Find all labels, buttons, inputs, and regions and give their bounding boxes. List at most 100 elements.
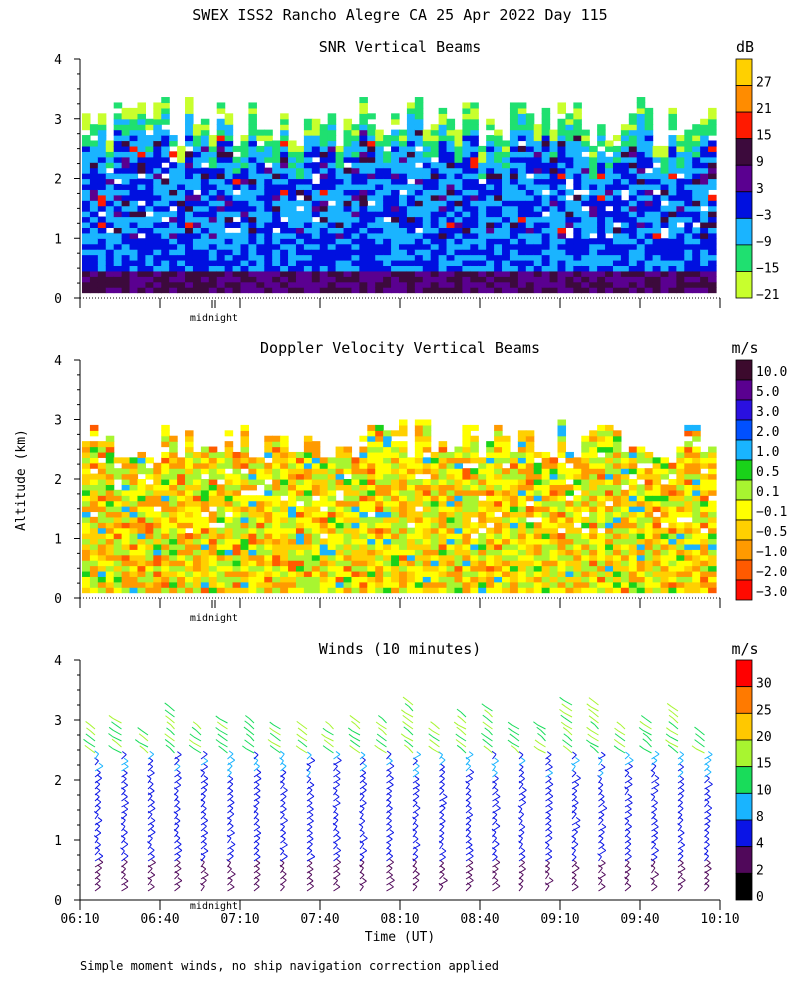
field-cell: [224, 451, 234, 458]
field-cell: [708, 281, 717, 288]
field-cell: [636, 451, 646, 458]
field-cell: [660, 173, 670, 180]
wind-barb-flag: [147, 876, 152, 881]
wind-barb: [195, 729, 202, 736]
field-cell: [200, 500, 210, 507]
field-cell: [470, 243, 479, 250]
snr-colorbar-swatch: [735, 244, 753, 272]
field-cell: [597, 162, 606, 169]
field-cell: [295, 581, 305, 588]
field-cell: [272, 511, 281, 518]
field-cell: [248, 238, 257, 245]
field-cell: [351, 173, 360, 180]
field-cell: [525, 162, 535, 169]
field-cell: [359, 200, 368, 207]
field-cell: [517, 162, 527, 169]
field-cell: [565, 581, 574, 588]
field-cell: [628, 265, 638, 272]
field-cell: [137, 238, 146, 245]
field-cell: [89, 200, 99, 207]
field-cell: [541, 484, 551, 491]
field-cell: [82, 167, 91, 174]
field-cell: [375, 145, 384, 152]
field-cell: [557, 183, 567, 190]
field-cell: [224, 124, 234, 131]
field-cell: [692, 522, 701, 529]
field-cell: [478, 211, 487, 218]
field-cell: [216, 102, 226, 109]
field-cell: [406, 124, 416, 131]
field-cell: [486, 265, 495, 272]
field-cell: [612, 156, 622, 163]
field-cell: [549, 189, 559, 196]
field-cell: [565, 527, 574, 534]
field-cell: [343, 538, 353, 545]
field-cell: [248, 124, 257, 131]
field-cell: [319, 135, 329, 142]
field-cell: [486, 178, 495, 185]
field-cell: [589, 216, 598, 223]
field-cell: [319, 211, 329, 218]
field-cell: [192, 549, 202, 556]
field-cell: [327, 113, 337, 120]
field-cell: [581, 495, 590, 502]
field-cell: [335, 570, 345, 577]
field-cell: [509, 457, 519, 464]
field-cell: [406, 173, 416, 180]
field-cell: [161, 102, 170, 109]
field-cell: [208, 495, 218, 502]
field-cell: [470, 135, 479, 142]
field-cell: [359, 162, 368, 169]
wind-barb: [121, 754, 127, 760]
field-cell: [668, 287, 677, 294]
field-cell: [676, 554, 685, 561]
field-cell: [351, 259, 360, 267]
field-cell: [216, 232, 226, 239]
field-cell: [668, 265, 677, 272]
field-cell: [391, 200, 400, 207]
field-cell: [319, 173, 329, 180]
field-cell: [549, 211, 559, 218]
field-cell: [105, 281, 115, 288]
field-cell: [375, 457, 384, 464]
field-cell: [660, 238, 670, 245]
field-cell: [216, 495, 226, 502]
field-cell: [414, 538, 424, 545]
field-cell: [565, 281, 574, 288]
field-cell: [319, 124, 329, 131]
field-cell: [351, 238, 360, 245]
field-cell: [605, 538, 614, 545]
field-cell: [177, 473, 186, 480]
field-cell: [668, 479, 677, 486]
field-cell: [185, 570, 194, 577]
field-cell: [494, 216, 503, 223]
field-cell: [343, 232, 353, 239]
wind-barb-flag: [202, 805, 207, 809]
field-cell: [676, 259, 685, 267]
field-cell: [644, 554, 654, 561]
field-cell: [335, 183, 345, 190]
field-cell: [502, 194, 511, 201]
field-cell: [82, 162, 91, 169]
field-cell: [708, 200, 717, 207]
field-cell: [208, 462, 218, 469]
field-cell: [82, 516, 91, 523]
wind-barb-flag: [93, 835, 99, 839]
field-cell: [224, 522, 234, 529]
field-cell: [311, 249, 321, 256]
field-cell: [351, 554, 360, 561]
field-cell: [557, 205, 567, 212]
field-cell: [509, 194, 519, 201]
field-cell: [153, 178, 162, 185]
field-cell: [406, 211, 416, 218]
field-cell: [351, 576, 360, 583]
field-cell: [494, 254, 503, 261]
field-cell: [145, 500, 154, 507]
field-cell: [375, 173, 384, 180]
field-cell: [636, 167, 646, 174]
field-cell: [224, 473, 234, 480]
field-cell: [248, 227, 257, 234]
field-cell: [288, 232, 297, 239]
field-cell: [644, 506, 654, 513]
field-cell: [676, 446, 685, 453]
